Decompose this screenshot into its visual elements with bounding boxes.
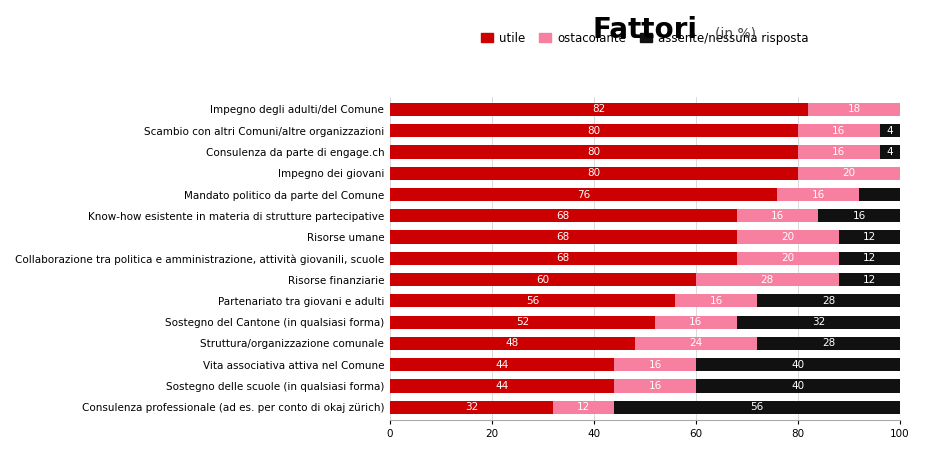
Text: 28: 28 xyxy=(822,296,835,306)
Bar xyxy=(389,145,797,158)
Text: 80: 80 xyxy=(587,147,600,157)
Bar xyxy=(695,380,899,393)
Text: 16: 16 xyxy=(649,360,662,370)
Text: 48: 48 xyxy=(505,338,519,348)
Text: 4: 4 xyxy=(886,147,893,157)
Bar xyxy=(389,294,676,307)
Text: 76: 76 xyxy=(577,190,591,200)
Text: 16: 16 xyxy=(649,381,662,391)
Bar xyxy=(808,103,899,116)
Text: 20: 20 xyxy=(782,253,795,263)
Bar xyxy=(880,124,899,138)
Bar xyxy=(737,252,839,265)
Text: 40: 40 xyxy=(791,360,804,370)
Bar xyxy=(797,145,880,158)
Text: 16: 16 xyxy=(832,147,845,157)
Bar xyxy=(695,273,839,286)
Text: 56: 56 xyxy=(526,296,539,306)
Text: Fattori: Fattori xyxy=(592,16,697,44)
Bar xyxy=(778,188,859,201)
Bar xyxy=(389,337,635,350)
Bar xyxy=(676,294,757,307)
Text: 12: 12 xyxy=(863,253,876,263)
Bar xyxy=(859,188,936,201)
Bar xyxy=(389,316,655,329)
Text: 4: 4 xyxy=(886,126,893,136)
Bar xyxy=(389,209,737,222)
Text: (in %): (in %) xyxy=(715,27,756,41)
Text: 32: 32 xyxy=(465,402,478,412)
Text: 28: 28 xyxy=(761,275,774,285)
Bar xyxy=(737,209,818,222)
Text: 12: 12 xyxy=(863,275,876,285)
Legend: utile, ostacolante, assente/nessuna risposta: utile, ostacolante, assente/nessuna risp… xyxy=(481,31,809,44)
Text: 44: 44 xyxy=(495,360,508,370)
Text: 12: 12 xyxy=(577,402,591,412)
Bar xyxy=(389,231,737,244)
Text: 18: 18 xyxy=(847,104,860,114)
Bar xyxy=(389,103,808,116)
Bar xyxy=(655,316,737,329)
Bar xyxy=(818,209,899,222)
Text: 16: 16 xyxy=(812,190,825,200)
Bar xyxy=(695,358,899,371)
Bar xyxy=(737,316,899,329)
Bar xyxy=(839,273,899,286)
Text: 20: 20 xyxy=(842,168,856,178)
Text: 68: 68 xyxy=(557,211,570,221)
Text: 44: 44 xyxy=(495,381,508,391)
Text: 82: 82 xyxy=(592,104,606,114)
Bar xyxy=(757,337,899,350)
Text: 20: 20 xyxy=(903,190,916,200)
Bar xyxy=(839,231,899,244)
Bar xyxy=(839,252,899,265)
Text: 16: 16 xyxy=(853,211,866,221)
Text: 12: 12 xyxy=(863,232,876,242)
Text: 60: 60 xyxy=(536,275,549,285)
Text: 52: 52 xyxy=(516,317,529,327)
Bar xyxy=(389,252,737,265)
Bar xyxy=(389,188,778,201)
Bar xyxy=(389,124,797,138)
Text: 68: 68 xyxy=(557,253,570,263)
Bar xyxy=(553,400,614,414)
Text: 20: 20 xyxy=(782,232,795,242)
Bar xyxy=(757,294,899,307)
Text: 56: 56 xyxy=(751,402,764,412)
Bar xyxy=(614,400,899,414)
Text: 16: 16 xyxy=(689,317,703,327)
Text: 24: 24 xyxy=(689,338,703,348)
Text: 80: 80 xyxy=(587,168,600,178)
Text: 68: 68 xyxy=(557,232,570,242)
Bar xyxy=(737,231,839,244)
Text: 32: 32 xyxy=(812,317,825,327)
Bar xyxy=(614,358,695,371)
Bar xyxy=(880,145,899,158)
Bar xyxy=(635,337,757,350)
Bar xyxy=(797,124,880,138)
Bar xyxy=(614,380,695,393)
Bar xyxy=(389,380,614,393)
Bar xyxy=(389,358,614,371)
Bar xyxy=(797,167,899,180)
Text: 16: 16 xyxy=(709,296,723,306)
Text: 16: 16 xyxy=(832,126,845,136)
Bar xyxy=(389,167,797,180)
Text: 40: 40 xyxy=(791,381,804,391)
Text: 16: 16 xyxy=(771,211,784,221)
Text: 80: 80 xyxy=(587,126,600,136)
Bar xyxy=(389,400,553,414)
Text: 28: 28 xyxy=(822,338,835,348)
Bar xyxy=(389,273,695,286)
